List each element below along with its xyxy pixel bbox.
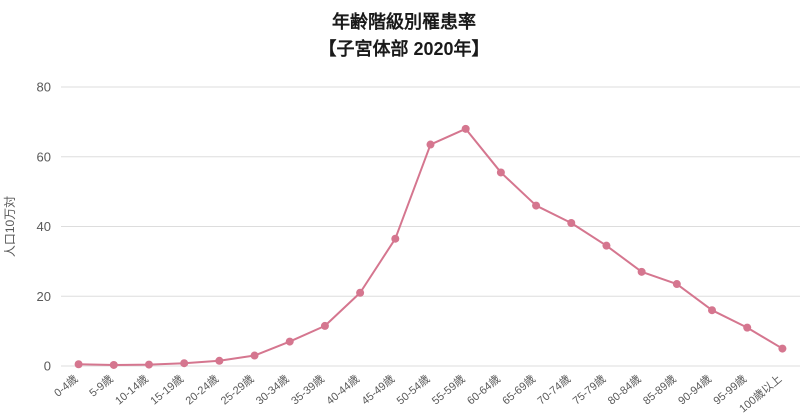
svg-text:0-4歳: 0-4歳 bbox=[52, 372, 81, 399]
svg-text:65-69歳: 65-69歳 bbox=[500, 372, 538, 407]
svg-text:30-34歳: 30-34歳 bbox=[253, 372, 291, 407]
svg-text:40: 40 bbox=[37, 219, 51, 234]
svg-text:0: 0 bbox=[44, 359, 51, 374]
svg-text:55-59歳: 55-59歳 bbox=[429, 372, 467, 407]
svg-text:60: 60 bbox=[37, 149, 51, 164]
svg-text:85-89歳: 85-89歳 bbox=[640, 372, 678, 407]
svg-text:90-94歳: 90-94歳 bbox=[676, 372, 714, 407]
svg-text:80-84歳: 80-84歳 bbox=[605, 372, 643, 407]
svg-text:20: 20 bbox=[37, 289, 51, 304]
svg-text:15-19歳: 15-19歳 bbox=[148, 372, 186, 407]
svg-text:25-29歳: 25-29歳 bbox=[218, 372, 256, 407]
svg-text:10-14歳: 10-14歳 bbox=[113, 372, 151, 407]
svg-text:70-74歳: 70-74歳 bbox=[535, 372, 573, 407]
svg-text:20-24歳: 20-24歳 bbox=[183, 372, 221, 407]
svg-text:75-79歳: 75-79歳 bbox=[570, 372, 608, 407]
svg-text:60-64歳: 60-64歳 bbox=[464, 372, 502, 407]
svg-text:35-39歳: 35-39歳 bbox=[289, 372, 327, 407]
svg-text:人口10万対: 人口10万対 bbox=[3, 196, 17, 257]
svg-text:80: 80 bbox=[37, 80, 51, 95]
svg-text:45-49歳: 45-49歳 bbox=[359, 372, 397, 407]
svg-text:40-44歳: 40-44歳 bbox=[324, 372, 362, 407]
svg-text:5-9歳: 5-9歳 bbox=[87, 372, 116, 399]
svg-text:50-54歳: 50-54歳 bbox=[394, 372, 432, 407]
